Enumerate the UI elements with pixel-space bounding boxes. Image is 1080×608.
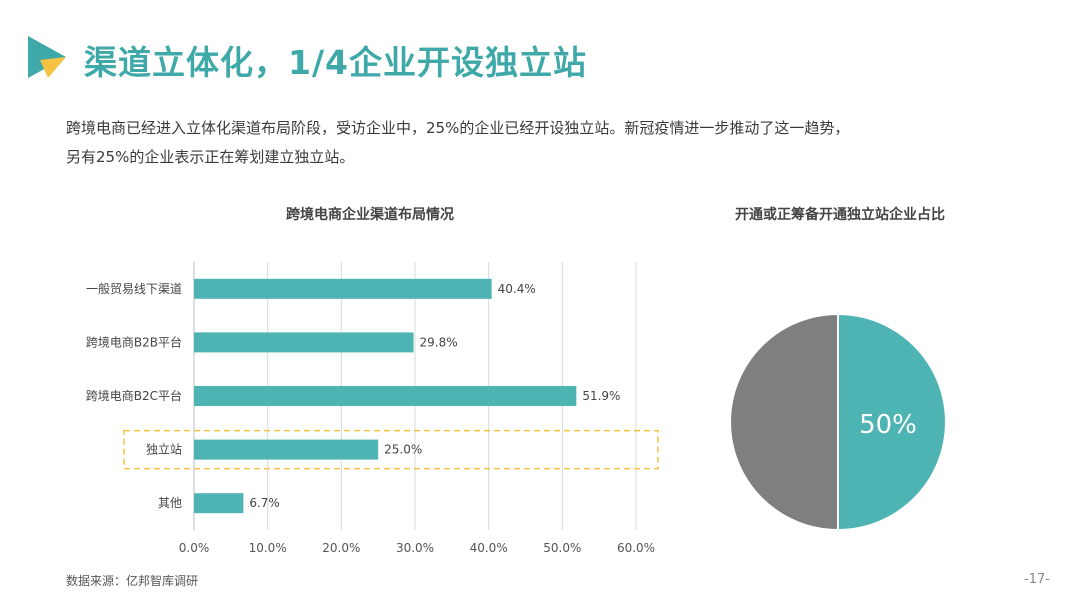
data-source-note: 数据来源：亿邦智库调研 (66, 574, 199, 588)
logo-play-icon (28, 36, 66, 78)
highlight-box (123, 429, 659, 470)
x-tick-label: 60.0% (617, 541, 655, 555)
value-label: 6.7% (249, 496, 280, 510)
category-label: 跨境电商B2C平台 (86, 388, 182, 403)
bar (194, 439, 379, 460)
pie-chart-title: 开通或正筹备开通独立站企业占比 (735, 207, 945, 223)
category-label: 其他 (158, 496, 182, 510)
pie-slice (729, 312, 839, 532)
x-tick-label: 30.0% (396, 541, 434, 555)
x-tick-label: 40.0% (470, 541, 508, 555)
x-tick-label: 0.0% (179, 541, 210, 555)
category-label: 一般贸易线下渠道 (86, 281, 182, 296)
page-title: 渠道立体化，1/4企业开设独立站 (84, 43, 587, 82)
page-number: -17- (1024, 572, 1050, 587)
bar-chart-title: 跨境电商企业渠道布局情况 (286, 207, 454, 223)
intro-paragraph: 跨境电商已经进入立体化渠道布局阶段，受访企业中，25%的企业已经开设独立站。新冠… (66, 114, 1026, 172)
bar (194, 278, 492, 299)
value-label: 25.0% (384, 443, 422, 457)
x-tick-label: 50.0% (543, 541, 581, 555)
pie-center-label: 50% (859, 410, 917, 440)
bar (194, 332, 414, 353)
value-label: 29.8% (420, 335, 458, 349)
x-tick-label: 20.0% (322, 541, 360, 555)
bar (194, 493, 244, 514)
intro-line-1: 跨境电商已经进入立体化渠道布局阶段，受访企业中，25%的企业已经开设独立站。新冠… (66, 119, 850, 137)
category-label: 跨境电商B2B平台 (86, 334, 182, 349)
value-label: 51.9% (582, 389, 620, 403)
pie-slice (837, 312, 947, 532)
x-tick-label: 10.0% (249, 541, 287, 555)
category-label: 独立站 (146, 442, 182, 457)
bar (194, 386, 577, 406)
intro-line-2: 另有25%的企业表示正在筹划建立独立站。 (66, 148, 355, 166)
value-label: 40.4% (498, 282, 536, 296)
